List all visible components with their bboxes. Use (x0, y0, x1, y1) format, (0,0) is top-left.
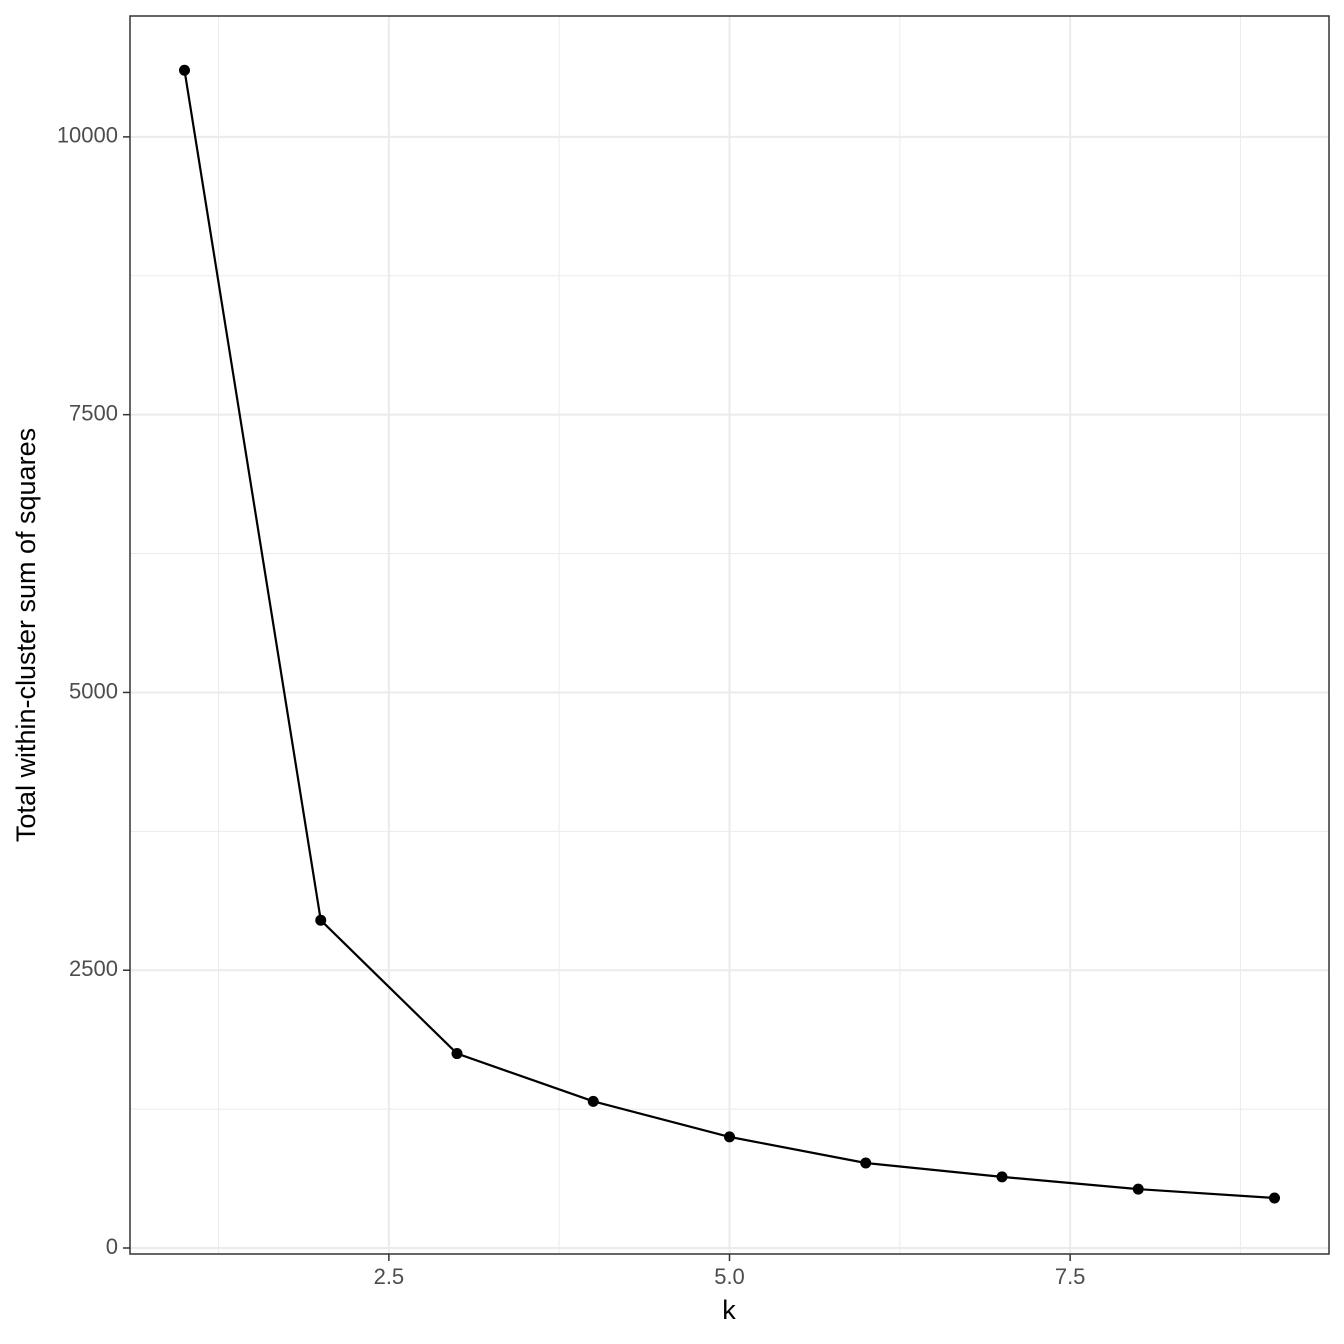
marks (179, 64, 1280, 1204)
point (724, 1131, 735, 1143)
point (451, 1048, 463, 1060)
point (1269, 1192, 1280, 1204)
y-tick-label: 5000 (69, 678, 118, 703)
point (1132, 1183, 1144, 1195)
y-tick-label: 7500 (69, 400, 118, 425)
y-axis-title: Total within-cluster sum of squares (11, 428, 41, 842)
x-axis-title: k (722, 1295, 736, 1325)
point (860, 1157, 872, 1169)
x-tick-label: 7.5 (1055, 1264, 1086, 1289)
x-tick-label: 5.0 (714, 1264, 745, 1289)
y-tick-label: 0 (106, 1234, 118, 1259)
point (996, 1171, 1008, 1183)
point (315, 914, 327, 926)
grid (130, 16, 1329, 1254)
y-tick-label: 10000 (57, 123, 118, 148)
point (179, 64, 190, 76)
x-tick-label: 2.5 (374, 1264, 405, 1289)
y-tick-label: 2500 (69, 956, 118, 981)
point (587, 1095, 599, 1107)
